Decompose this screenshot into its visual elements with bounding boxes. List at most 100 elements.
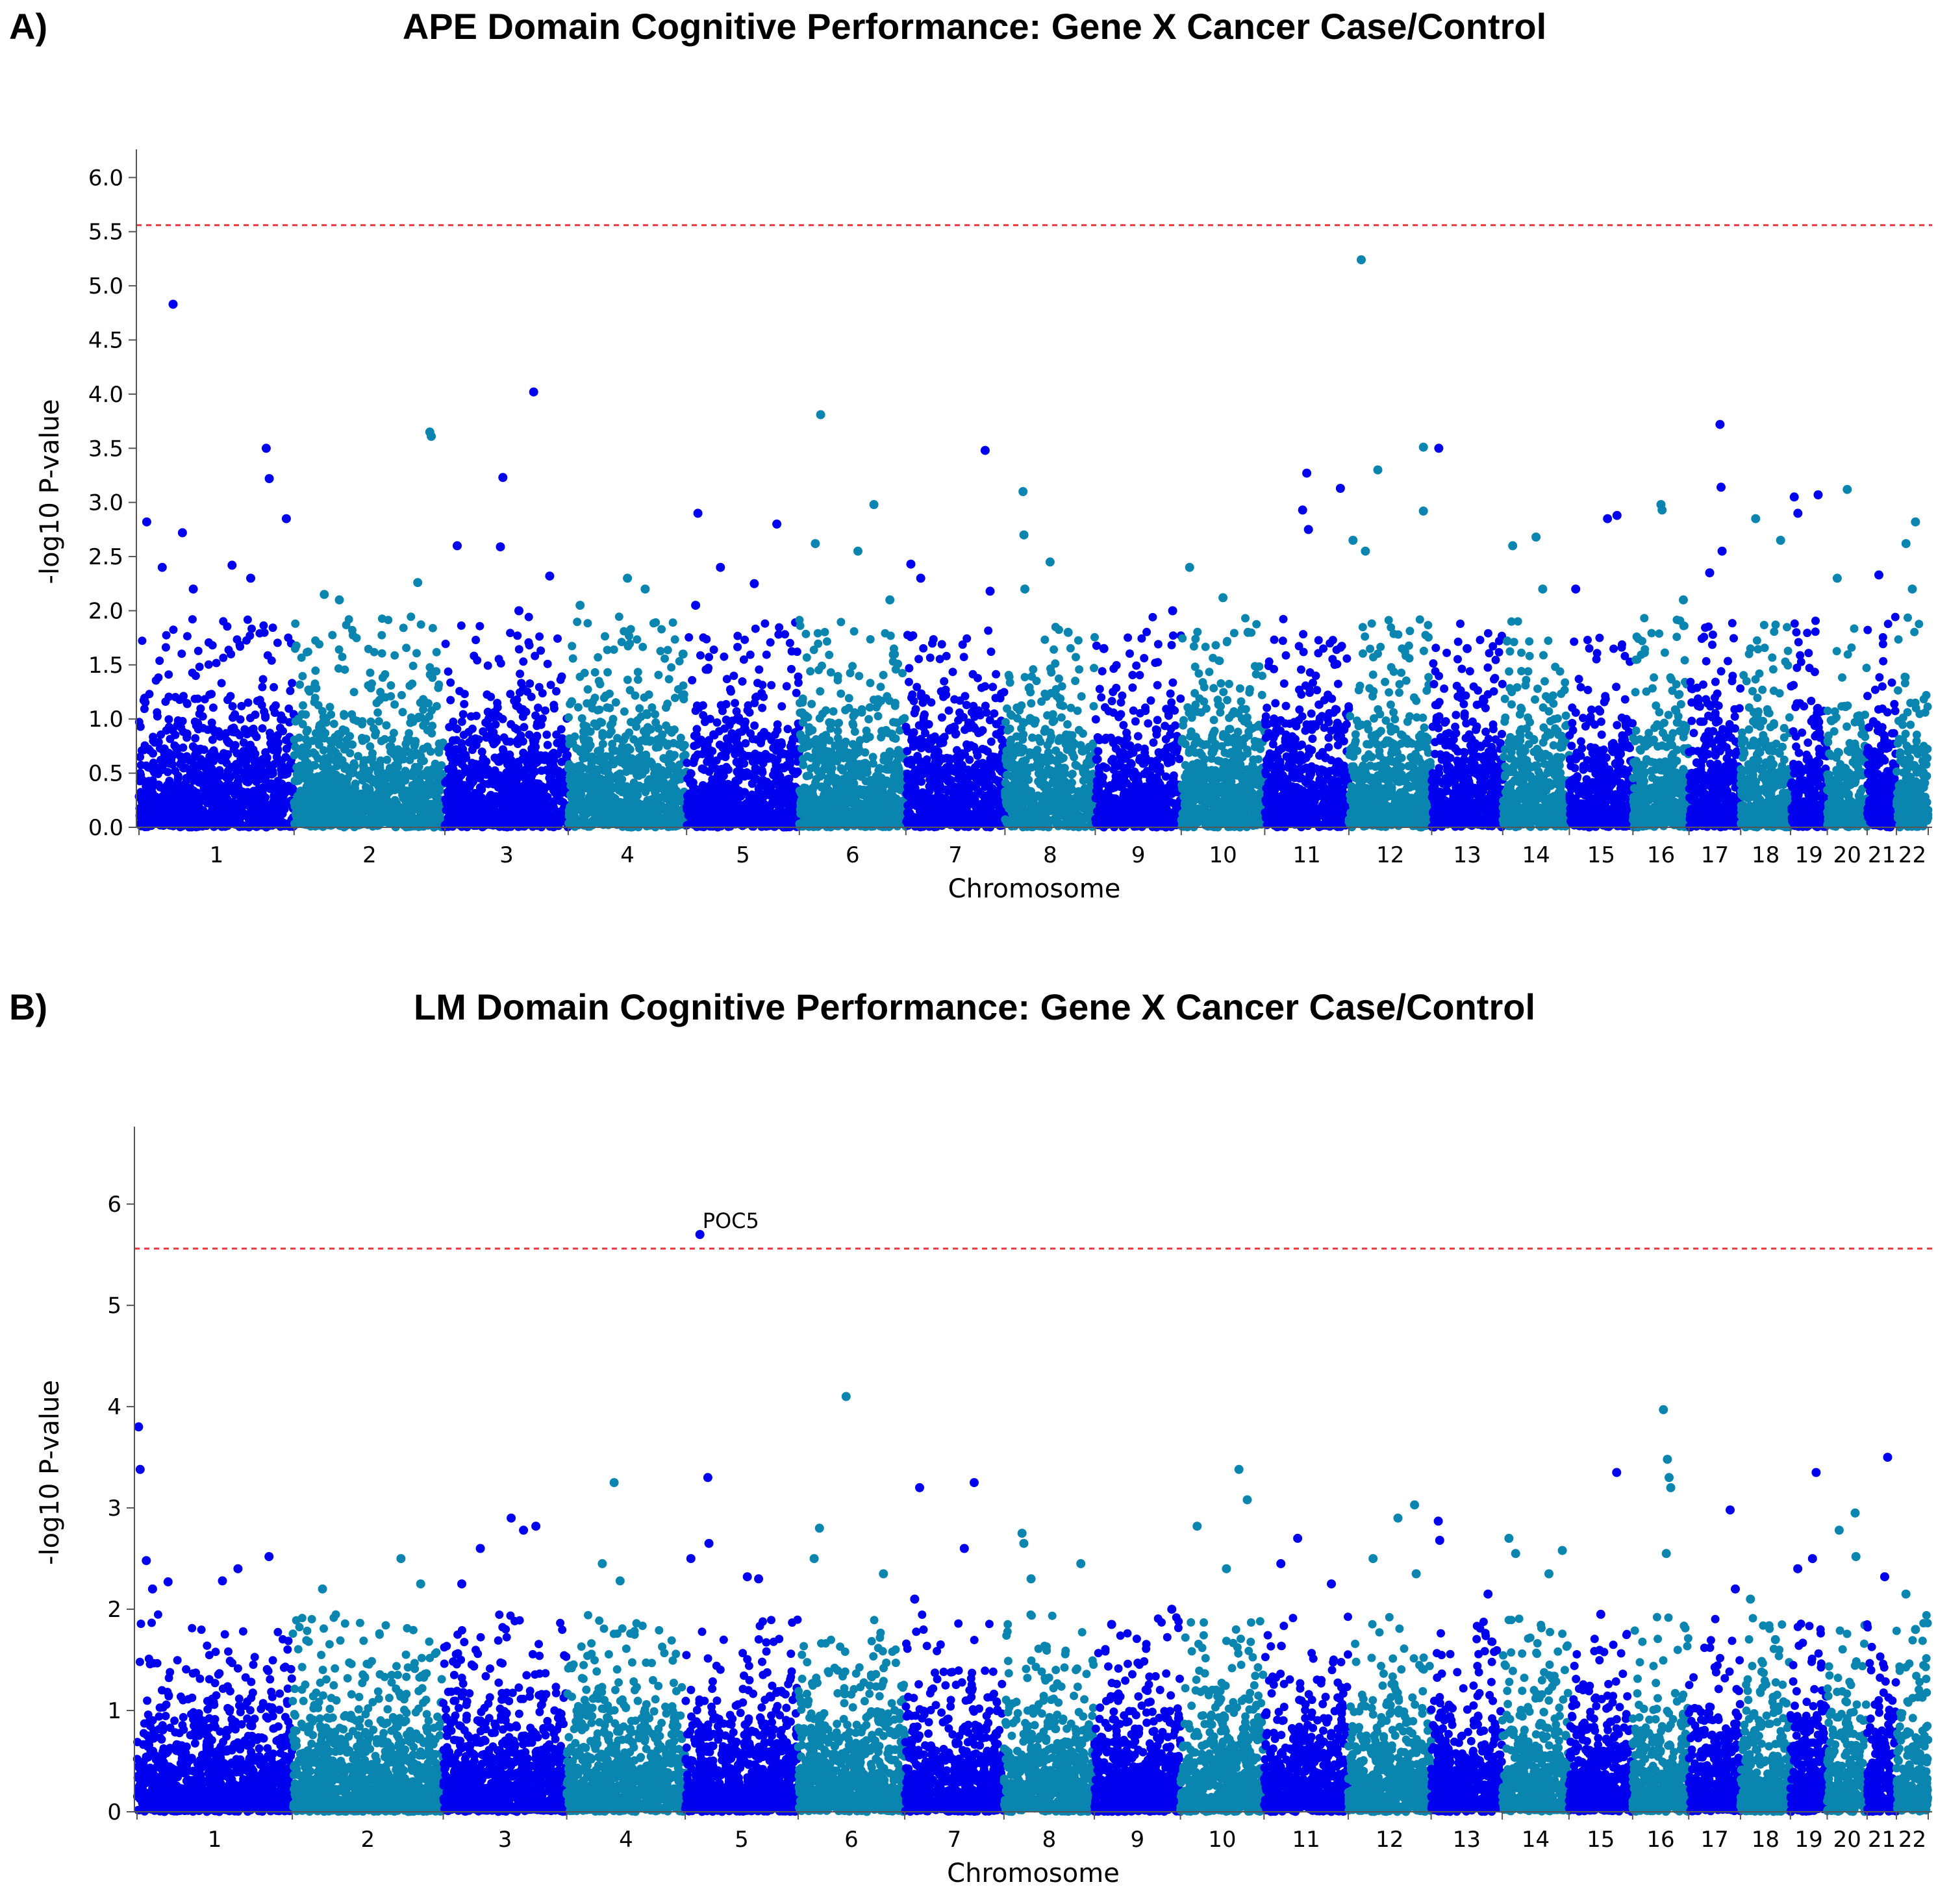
snp-point — [492, 736, 501, 745]
snp-point — [683, 758, 692, 768]
snp-point — [773, 720, 782, 729]
snp-point — [604, 779, 612, 788]
snp-point — [375, 811, 384, 820]
snp-point — [382, 721, 391, 730]
snp-point — [524, 612, 533, 621]
snp-point — [604, 770, 613, 779]
snp-point — [629, 735, 638, 744]
snp-point — [648, 703, 657, 712]
snp-point — [617, 758, 625, 767]
snp-point — [663, 818, 672, 827]
snp-point — [301, 710, 310, 719]
snp-point — [359, 762, 368, 771]
snp-point — [409, 766, 418, 775]
snp-point — [158, 758, 168, 767]
snp-point — [486, 692, 496, 701]
snp-point — [806, 667, 815, 676]
snp-point — [453, 725, 462, 734]
snp-point — [326, 736, 335, 745]
snp-point — [688, 778, 698, 787]
snp-point — [303, 764, 312, 773]
snp-point — [157, 730, 166, 739]
snp-point — [611, 698, 620, 707]
snp-point — [295, 761, 305, 770]
snp-point — [728, 716, 737, 725]
snp-point — [534, 703, 542, 712]
snp-point — [375, 695, 384, 705]
snp-point — [519, 748, 528, 757]
snp-point — [434, 739, 444, 748]
snp-point — [848, 662, 857, 671]
snp-point — [217, 756, 226, 765]
snp-point — [295, 680, 305, 689]
snp-point — [390, 651, 399, 660]
snp-point — [224, 645, 233, 655]
snp-point — [818, 740, 827, 749]
snp-point — [242, 636, 251, 645]
snp-point — [208, 808, 218, 817]
snp-point — [691, 794, 700, 803]
snp-point — [552, 730, 561, 739]
snp-point — [596, 680, 605, 688]
snp-point — [590, 668, 599, 677]
snp-point — [368, 749, 377, 758]
snp-point — [309, 777, 318, 786]
snp-point — [549, 701, 559, 710]
snp-point — [540, 801, 549, 810]
snp-point — [475, 621, 484, 631]
snp-point — [378, 673, 387, 682]
snp-point — [506, 629, 515, 638]
snp-point — [285, 784, 294, 793]
snp-point — [237, 701, 246, 710]
snp-point — [432, 702, 441, 710]
snp-point — [331, 770, 340, 779]
snp-point — [395, 777, 404, 786]
snp-point — [629, 778, 638, 787]
snp-point — [626, 764, 635, 773]
snp-point — [498, 714, 507, 723]
snp-point — [676, 733, 685, 742]
snp-point — [758, 681, 767, 690]
snp-point — [456, 813, 465, 822]
snp-point — [796, 708, 805, 718]
snp-point — [505, 750, 514, 759]
snp-point — [844, 694, 853, 703]
snp-point — [653, 762, 662, 771]
snp-point — [766, 638, 775, 647]
snp-point — [275, 783, 284, 792]
snp-point — [757, 756, 766, 765]
snp-point — [407, 612, 416, 621]
snp-point — [369, 724, 378, 733]
snp-point — [571, 782, 580, 791]
snp-point — [162, 631, 171, 640]
snp-point — [241, 760, 250, 770]
snp-point — [169, 625, 178, 634]
snp-point — [441, 640, 450, 648]
snp-point — [188, 812, 197, 821]
panel-a-letter: A) — [9, 5, 47, 47]
snp-point — [386, 681, 396, 690]
snp-point — [761, 789, 770, 798]
snp-point — [750, 721, 759, 730]
snp-point — [715, 818, 724, 827]
snp-point — [702, 634, 711, 644]
snp-point — [785, 638, 794, 647]
snp-point — [377, 631, 386, 640]
snp-point — [484, 779, 493, 788]
snp-point — [577, 714, 586, 723]
snp-point — [454, 776, 463, 785]
snp-points — [134, 612, 1933, 832]
snp-point — [231, 799, 240, 808]
snp-point — [216, 787, 225, 796]
snp-point — [263, 651, 272, 660]
snp-point — [694, 703, 703, 712]
snp-point — [523, 687, 532, 696]
snp-point — [869, 695, 878, 705]
snp-point — [625, 686, 635, 695]
snp-point — [573, 762, 583, 771]
snp-point — [273, 777, 283, 786]
snp-point — [207, 773, 216, 783]
snp-point — [136, 753, 145, 762]
snp-point — [762, 650, 771, 659]
snp-point — [377, 614, 386, 623]
